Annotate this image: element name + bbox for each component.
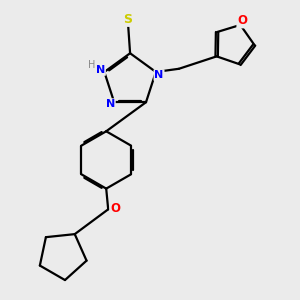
Text: N: N: [154, 70, 164, 80]
Text: N: N: [96, 65, 105, 75]
Text: S: S: [124, 13, 133, 26]
Text: N: N: [106, 99, 115, 109]
Text: H: H: [88, 60, 95, 70]
Text: O: O: [110, 202, 120, 214]
Text: O: O: [237, 14, 247, 27]
